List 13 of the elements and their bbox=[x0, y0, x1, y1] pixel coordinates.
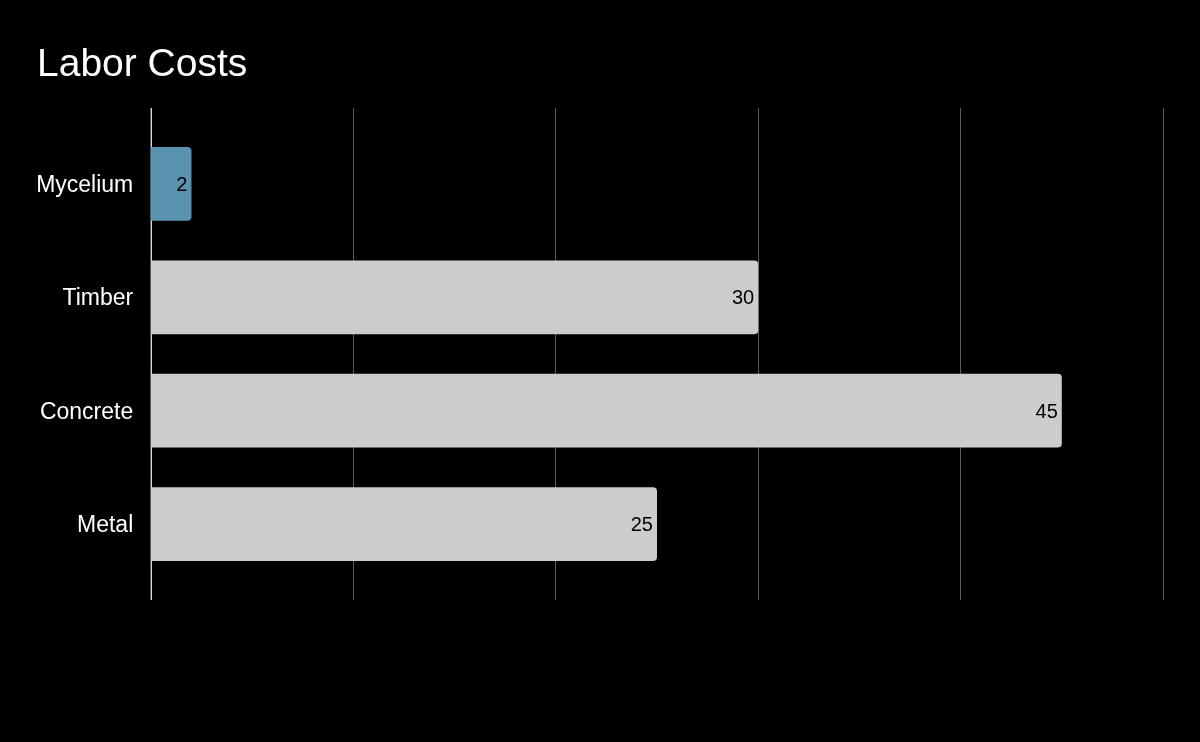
y-tick-label: Concrete bbox=[39, 397, 134, 424]
data-label: 2 bbox=[176, 172, 188, 195]
data-label: 25 bbox=[630, 513, 653, 536]
y-tick-label: Timber bbox=[62, 284, 134, 311]
bar bbox=[151, 373, 1062, 448]
bar bbox=[151, 487, 657, 561]
bar bbox=[151, 260, 759, 335]
y-tick-label: Metal bbox=[77, 511, 134, 538]
data-label: 45 bbox=[1035, 399, 1058, 422]
chart-title: Labor Costs bbox=[37, 40, 248, 84]
y-tick-label: Mycelium bbox=[36, 171, 134, 197]
bar bbox=[151, 147, 192, 221]
data-label: 30 bbox=[731, 286, 755, 309]
